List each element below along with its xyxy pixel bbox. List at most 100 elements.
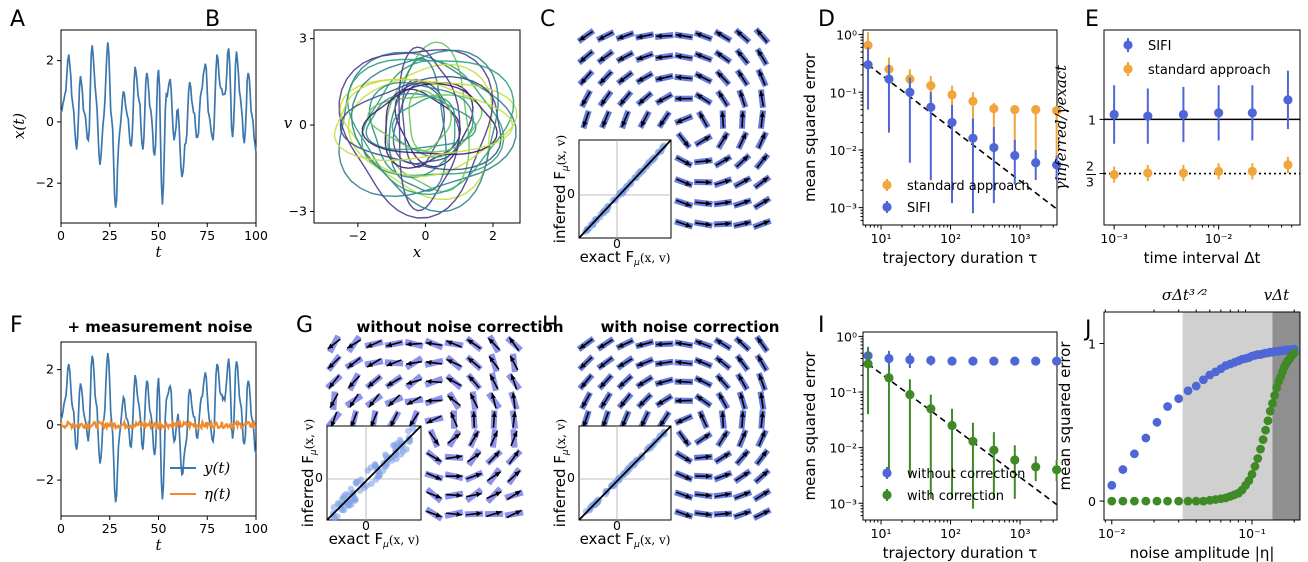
x-tick-label: 75 [199, 521, 215, 536]
y-axis-label: mean squared error [801, 52, 819, 202]
data-point [1052, 356, 1062, 366]
arrow-head [366, 342, 373, 348]
trajectory-loop [384, 88, 462, 169]
x-tick-label: 10⁻³ [1100, 231, 1128, 246]
x-axis-label: noise amplitude |η| [1130, 544, 1275, 562]
panel-title: with noise correction [601, 318, 780, 336]
arrow-head [685, 512, 692, 518]
data-point [1130, 449, 1139, 459]
data-point [1214, 108, 1224, 118]
y-tick-label: 0 [299, 117, 307, 132]
arrow-head [491, 411, 497, 418]
arrow-head [347, 343, 354, 349]
inset-x-label: exact Fμ(x, v) [580, 248, 671, 268]
arrow-head [675, 378, 682, 385]
legend-swatch [882, 468, 892, 478]
arrow-head [349, 401, 355, 408]
arrow-head [744, 510, 751, 516]
arrow-head [637, 380, 644, 386]
arrow-head [386, 361, 393, 367]
arrow-head [760, 431, 766, 438]
inset-point [397, 451, 405, 458]
legend-label: SIFI [1148, 39, 1171, 54]
arrow-head [426, 418, 433, 424]
subscript: μ [561, 165, 571, 172]
inset-point [371, 461, 379, 469]
trajectory-loop [365, 92, 477, 151]
data-point [884, 373, 894, 383]
inset-point [347, 485, 355, 493]
trajectory-loop [339, 78, 518, 177]
arrow-head [725, 200, 731, 206]
arrow-head [446, 377, 453, 383]
arrow-head [621, 420, 627, 427]
data-point [968, 356, 978, 366]
x-tick-label: 2 [489, 228, 497, 243]
panel-label: G [296, 313, 313, 338]
arrow-head [426, 359, 432, 366]
y-tick-label: −3 [289, 203, 307, 218]
y-tick-label: 10⁻³ [829, 496, 857, 511]
data-point [947, 420, 957, 431]
data-point [1010, 356, 1020, 366]
arrow-head [406, 380, 413, 386]
arrow-head [699, 412, 705, 419]
arrow-head [468, 375, 475, 382]
arrow-head [758, 70, 764, 77]
arrow-head [685, 201, 692, 207]
y-tick-label: −2 [36, 175, 54, 190]
arrow-head [683, 439, 689, 446]
data-point [863, 359, 873, 369]
y-tick-label: 0 [46, 114, 54, 129]
data-point [1031, 105, 1041, 115]
axes-frame [862, 29, 1058, 226]
data-point [1163, 496, 1172, 506]
arrow-head [426, 378, 432, 385]
arrow-head [509, 337, 515, 344]
arrow-head [582, 121, 588, 128]
y-tick-label: 2 [46, 362, 54, 377]
y-tick-label: 10⁻¹ [829, 85, 857, 100]
data-point [1031, 158, 1041, 168]
y-tick-label: 3 [299, 31, 307, 46]
arrow-head [493, 451, 500, 458]
arrow-head [685, 180, 692, 186]
arrow-head [695, 340, 702, 346]
arrow-head [433, 439, 439, 445]
data-point [968, 96, 978, 106]
arrow-head [620, 99, 626, 105]
data-point [1174, 496, 1184, 506]
inset-identity-line [578, 139, 672, 239]
arrow-head [723, 157, 730, 163]
inset-tick-label: 0 [315, 470, 323, 485]
arrow-head [580, 78, 587, 84]
y-axis-label: mean squared error [1056, 341, 1074, 491]
legend-label: SIFI [907, 201, 930, 216]
series-x-line [60, 42, 257, 208]
legend-label: standard approach [1148, 63, 1271, 78]
data-point [1152, 417, 1162, 427]
subscript: μ [633, 540, 640, 550]
arrow-head [494, 471, 501, 477]
trajectory-loop [368, 81, 475, 179]
data-point [884, 74, 894, 84]
legend-label: standard approach [907, 179, 1030, 194]
arrow-head [761, 155, 767, 161]
arrow-head [328, 362, 334, 369]
axes-frame [1103, 29, 1301, 226]
data-point [1258, 435, 1268, 445]
arrow-head [474, 452, 481, 459]
trajectory-loop [391, 96, 456, 158]
arrow-head [579, 343, 586, 349]
arrow-head [724, 178, 731, 184]
data-point [1052, 106, 1062, 116]
x-tick-label: 0 [57, 228, 65, 243]
arrow-head [757, 50, 763, 57]
axes-frame [1103, 311, 1301, 521]
arrow-head [599, 56, 605, 62]
argument: (x, v) [554, 135, 568, 166]
data-point [1283, 160, 1293, 170]
arrow-head [705, 158, 712, 164]
arrow-head [619, 381, 625, 387]
panel-label: B [205, 7, 220, 32]
